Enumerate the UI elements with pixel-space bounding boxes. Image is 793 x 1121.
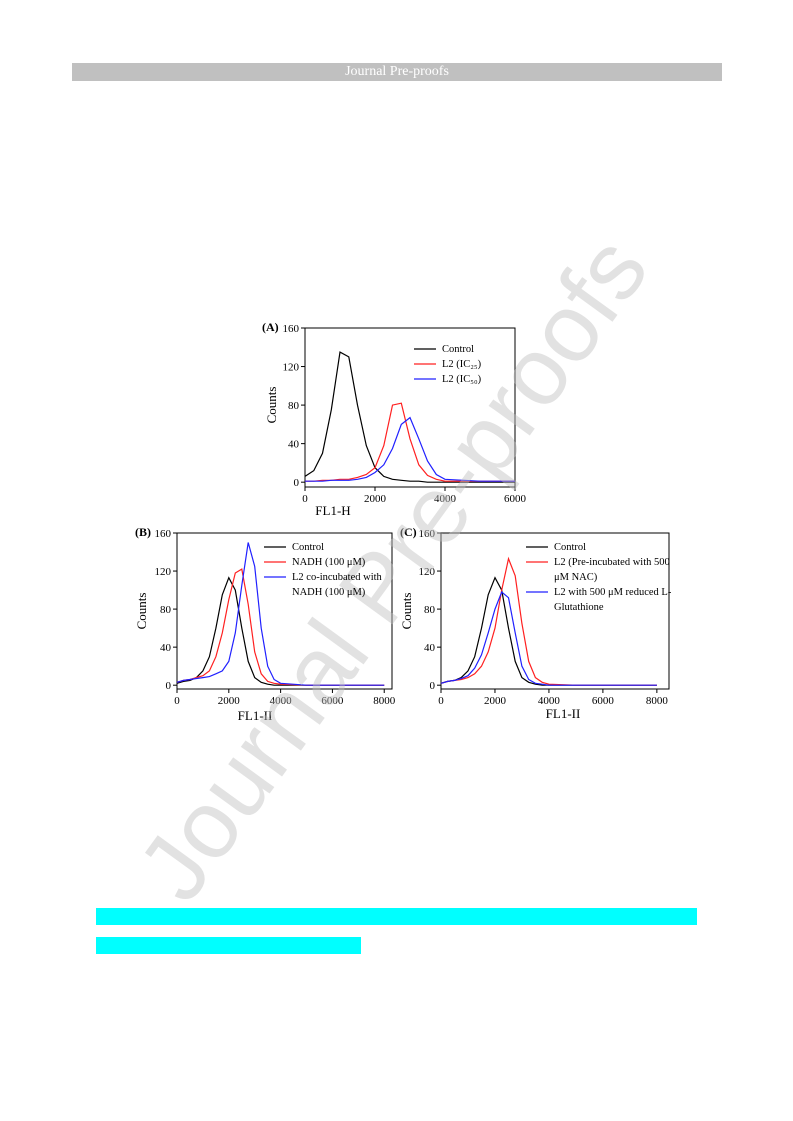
y-tick-label: 0 <box>166 680 172 692</box>
y-tick-label: 40 <box>424 642 436 654</box>
x-tick-label: 0 <box>302 493 308 505</box>
y-tick-label: 160 <box>283 323 300 335</box>
y-tick-label: 120 <box>419 566 436 578</box>
legend-label: Control <box>442 344 475 355</box>
legend-label: L2 with 500 μM reduced L-Glutathione <box>554 587 672 613</box>
legend-label: Control <box>292 542 325 553</box>
legend: Control NADH (100 μM) L2 co-incubated with… <box>292 540 404 600</box>
x-tick-label: 2000 <box>218 695 241 707</box>
header: Journal Pre-proofs <box>72 63 722 81</box>
x-tick-label: 6000 <box>592 695 615 707</box>
x-tick-label: 8000 <box>646 695 669 707</box>
y-tick-label: 160 <box>419 528 436 540</box>
y-tick-label: 80 <box>424 604 436 616</box>
panel-label: (B) <box>135 525 151 539</box>
x-tick-label: 4000 <box>270 695 293 707</box>
legend-label: L2 (IC₂₅) <box>442 359 482 370</box>
data-line <box>305 416 515 482</box>
legend-label: Control <box>554 542 587 553</box>
highlight <box>96 937 361 954</box>
y-tick-label: 0 <box>294 477 300 489</box>
x-tick-label: 0 <box>438 695 444 707</box>
data-line <box>440 591 657 686</box>
y-tick-label: 0 <box>430 680 436 692</box>
y-tick-label: 160 <box>155 528 172 540</box>
x-tick-label: 2000 <box>364 493 387 505</box>
y-tick-label: 80 <box>288 400 300 412</box>
y-tick-label: 40 <box>288 439 300 451</box>
legend: Control L2 (IC₂₅) L2 (IC₅₀) <box>442 342 562 387</box>
x-axis-label: FL1-H <box>315 503 350 518</box>
legend-label: L2 (Pre-incubated with 500 μM NAC) <box>554 557 670 583</box>
x-tick-label: 4000 <box>538 695 561 707</box>
data-line <box>304 351 515 483</box>
y-axis-label: Counts <box>399 593 414 630</box>
y-tick-label: 40 <box>160 642 172 654</box>
x-tick-label: 2000 <box>484 695 507 707</box>
y-tick-label: 120 <box>155 566 172 578</box>
x-tick-label: 4000 <box>434 493 457 505</box>
x-tick-label: 6000 <box>321 695 344 707</box>
highlight <box>96 908 697 925</box>
y-tick-label: 120 <box>283 362 300 374</box>
plot-frame <box>176 532 393 690</box>
legend-label: L2 (IC₅₀) <box>442 374 482 385</box>
panel-label: (A) <box>262 320 279 334</box>
y-tick-label: 80 <box>160 604 172 616</box>
y-axis-label: Counts <box>134 593 149 630</box>
x-axis-label: FL1-II <box>546 706 581 721</box>
legend-label: NADH (100 μM) <box>292 557 366 568</box>
data-line <box>176 542 385 686</box>
x-axis-label: FL1-II <box>238 708 273 723</box>
y-axis-label: Counts <box>264 387 279 424</box>
x-tick-label: 6000 <box>504 493 527 505</box>
x-tick-label: 8000 <box>373 695 396 707</box>
x-tick-label: 0 <box>174 695 180 707</box>
plot-frame <box>304 327 516 488</box>
legend-label: L2 co-incubated with NADH (100 μM) <box>292 572 382 598</box>
panel-label: (C) <box>400 525 417 539</box>
legend: Control L2 (Pre-incubated with 500 μM NAC… <box>554 540 672 615</box>
plot-frame <box>440 532 670 690</box>
